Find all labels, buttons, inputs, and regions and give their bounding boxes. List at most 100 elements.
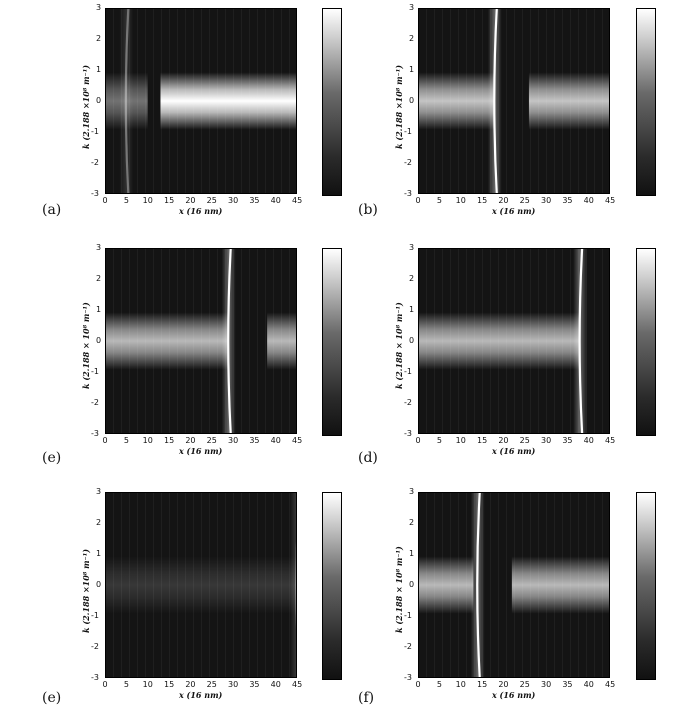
x-tick-label: 0 (102, 680, 108, 689)
y-tick-label: 3 (96, 243, 102, 252)
texture-stripe (257, 248, 258, 434)
y-tick-label: 3 (96, 3, 102, 12)
colorbar (636, 492, 656, 680)
x-tick-label: 25 (519, 436, 530, 445)
x-tick-label: 40 (583, 680, 594, 689)
x-tick-label: 10 (455, 436, 466, 445)
y-axis-label: k (2.188 × 10⁸ m⁻¹) (81, 302, 91, 389)
y-tick-label: 2 (96, 518, 102, 527)
colorbar (322, 8, 342, 196)
x-tick-label: 0 (415, 196, 421, 205)
x-tick-label: 30 (541, 196, 552, 205)
x-tick-label: 10 (455, 680, 466, 689)
colorbar (636, 8, 656, 196)
x-tick-label: 40 (270, 196, 281, 205)
x-tick-label: 10 (142, 680, 153, 689)
heatmap-plot-area (418, 248, 610, 434)
x-tick-label: 25 (519, 196, 530, 205)
x-axis-label: x (16 nm) (179, 690, 223, 700)
x-axis-label: x (16 nm) (492, 206, 536, 216)
texture-stripe (490, 492, 491, 678)
y-tick-label: 0 (409, 580, 415, 589)
x-tick-label: 35 (249, 196, 260, 205)
x-tick-label: 40 (270, 680, 281, 689)
spike-line (476, 492, 481, 678)
y-tick-label: -3 (91, 429, 99, 438)
y-tick-label: 3 (409, 3, 415, 12)
y-tick-label: -3 (404, 673, 412, 682)
x-tick-label: 15 (477, 680, 488, 689)
x-tick-label: 5 (123, 436, 129, 445)
colorbar (322, 492, 342, 680)
x-tick-label: 40 (583, 196, 594, 205)
y-tick-label: 1 (96, 65, 102, 74)
x-tick-label: 35 (249, 680, 260, 689)
x-tick-label: 0 (415, 436, 421, 445)
spike-line (578, 248, 584, 434)
y-tick-label: -1 (404, 367, 412, 376)
y-tick-label: -3 (91, 673, 99, 682)
heatmap-plot-area (105, 8, 297, 194)
x-tick-label: 25 (206, 196, 217, 205)
x-tick-label: 45 (292, 680, 303, 689)
y-tick-label: -1 (404, 611, 412, 620)
y-tick-label: 0 (96, 96, 102, 105)
heatmap-plot-area (105, 248, 297, 434)
texture-stripe (153, 8, 154, 194)
colorbar (322, 248, 342, 436)
x-tick-label: 20 (185, 436, 196, 445)
y-axis-label: k (2.188 × 10⁸ m⁻¹) (394, 302, 404, 389)
y-tick-label: -1 (91, 611, 99, 620)
y-axis-label: k (2.188 ×10⁸ m⁻¹) (81, 64, 91, 149)
texture-stripe (241, 248, 242, 434)
heatmap-plot-area (105, 492, 297, 678)
y-tick-label: 3 (409, 487, 415, 496)
y-tick-label: -2 (404, 398, 412, 407)
x-tick-label: 40 (270, 436, 281, 445)
y-tick-label: -2 (91, 158, 99, 167)
y-tick-label: -1 (91, 127, 99, 136)
wavepacket-band (418, 556, 474, 614)
spike-line (493, 8, 498, 194)
x-tick-label: 5 (436, 436, 442, 445)
x-tick-label: 45 (605, 196, 616, 205)
x-tick-label: 25 (519, 680, 530, 689)
panel-label: (d) (358, 450, 378, 466)
texture-stripe (506, 492, 507, 678)
y-tick-label: 3 (96, 487, 102, 496)
wavepacket-band (528, 72, 610, 130)
x-tick-label: 15 (164, 436, 175, 445)
x-tick-label: 15 (164, 680, 175, 689)
y-tick-label: -1 (404, 127, 412, 136)
panel-label: (e) (42, 690, 62, 706)
y-axis-label: k (2.188 × 10⁸ m⁻¹) (394, 546, 404, 633)
x-tick-label: 30 (228, 196, 239, 205)
heatmap-svg (418, 248, 603, 434)
wavepacket-band (267, 312, 297, 370)
heatmap-svg (105, 8, 297, 194)
panel-label: (a) (42, 202, 62, 218)
panel-label: (f) (358, 690, 375, 706)
y-tick-label: 2 (409, 34, 415, 43)
y-tick-label: 1 (96, 305, 102, 314)
y-tick-label: -2 (404, 158, 412, 167)
heatmap-svg (418, 492, 610, 678)
heatmap-svg (105, 492, 297, 678)
x-tick-label: 0 (102, 436, 108, 445)
wavepacket-band (105, 312, 229, 370)
x-tick-label: 35 (562, 196, 573, 205)
x-tick-label: 30 (541, 680, 552, 689)
x-tick-label: 5 (436, 680, 442, 689)
panel-label: (b) (358, 202, 378, 218)
heatmap-plot-area (418, 8, 610, 194)
x-tick-label: 25 (206, 680, 217, 689)
x-tick-label: 20 (498, 680, 509, 689)
x-tick-label: 10 (142, 436, 153, 445)
x-axis-label: x (16 nm) (492, 690, 536, 700)
x-tick-label: 20 (185, 680, 196, 689)
y-tick-label: 1 (96, 549, 102, 558)
y-tick-label: 0 (96, 336, 102, 345)
x-tick-label: 30 (541, 436, 552, 445)
spike-line (124, 8, 130, 194)
x-tick-label: 20 (185, 196, 196, 205)
